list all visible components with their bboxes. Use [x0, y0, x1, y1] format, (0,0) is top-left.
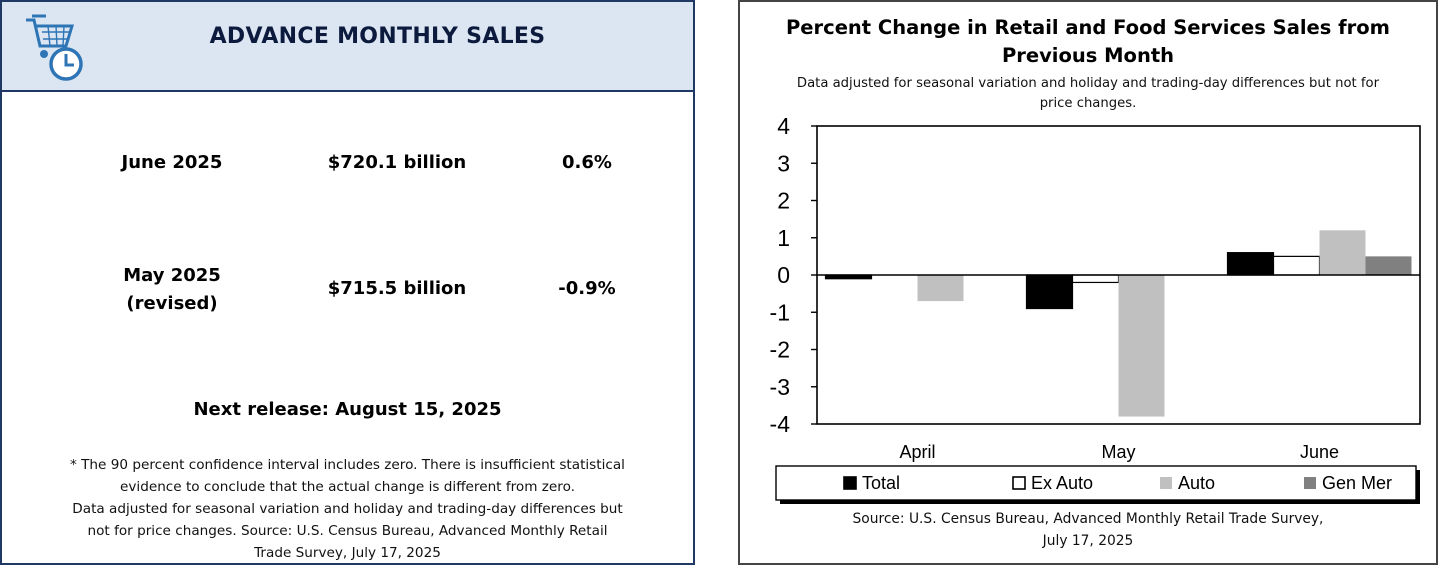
y-tick-label: 1 — [777, 225, 790, 251]
y-tick-label: -4 — [770, 411, 791, 437]
bar-auto-june — [1319, 230, 1366, 275]
bar-ex-auto-may — [1071, 274, 1120, 284]
chart-source-line: Source: U.S. Census Bureau, Advanced Mon… — [852, 511, 1324, 527]
y-tick-label: -3 — [770, 374, 790, 400]
footnote-line: Trade Survey, July 17, 2025 — [254, 545, 441, 561]
bar-chart: 4 3 2 1 0 -1 -2 -3 -4 April May June Total Ex Auto Aut… — [770, 113, 1421, 504]
summary-title: ADVANCE MONTHLY SALES — [209, 24, 546, 49]
period-label: June 2025 — [121, 152, 223, 173]
percent-change-value: -0.9% — [558, 278, 616, 299]
legend-label: Total — [862, 473, 900, 493]
bar-gen-mer-june — [1365, 256, 1412, 275]
legend-swatch — [1160, 477, 1172, 489]
legend-label: Auto — [1178, 473, 1215, 493]
footnote-line: not for price changes. Source: U.S. Cens… — [87, 523, 608, 539]
chart-title-line: Percent Change in Retail and Food Servic… — [786, 16, 1390, 39]
bar-total-june — [1226, 252, 1275, 276]
footnote-line: evidence to conclude that the actual cha… — [120, 479, 575, 495]
legend-swatch — [1304, 477, 1316, 489]
chart-title-line: Previous Month — [1001, 44, 1175, 67]
footnote: * The 90 percent confidence interval inc… — [24, 454, 671, 564]
bar-total-may — [1025, 274, 1074, 310]
sales-value: $720.1 billion — [327, 152, 467, 173]
bar-ex-auto-june — [1272, 255, 1321, 276]
footnote-line: Data adjusted for seasonal variation and… — [72, 501, 623, 517]
legend-label: Ex Auto — [1031, 473, 1093, 493]
legend-label: Gen Mer — [1322, 473, 1392, 493]
period-note: (revised) — [126, 293, 218, 314]
period-label-block: May 2025 (revised) — [62, 262, 282, 318]
chart-subtitle-line: price changes. — [1039, 96, 1137, 111]
next-release-date: Next release: August 15, 2025 — [193, 399, 502, 420]
legend-swatch — [843, 476, 857, 490]
y-tick-label: 4 — [777, 113, 790, 139]
chart-panel: Percent Change in Retail and Food Servic… — [738, 0, 1438, 565]
bar-auto-april — [917, 275, 964, 302]
chart-title: Percent Change in Retail and Food Servic… — [760, 14, 1416, 70]
chart-subtitle: Data adjusted for seasonal variation and… — [750, 74, 1426, 114]
summary-header: ADVANCE MONTHLY SALES — [2, 2, 693, 92]
x-tick-label: June — [1300, 442, 1339, 462]
sales-value: $715.5 billion — [327, 278, 467, 299]
y-tick-label: -2 — [770, 337, 790, 363]
footnote-line: * The 90 percent confidence interval inc… — [70, 457, 625, 473]
shopping-cart-clock-icon — [26, 14, 83, 81]
y-tick-label: 0 — [777, 262, 790, 288]
y-tick-label: -1 — [770, 299, 790, 325]
x-tick-label: May — [1101, 442, 1135, 462]
y-tick-label: 3 — [777, 150, 790, 176]
y-tick-label: 2 — [777, 188, 790, 214]
x-tick-label: April — [899, 442, 935, 462]
chart-source: Source: U.S. Census Bureau, Advanced Mon… — [760, 508, 1416, 552]
legend-swatch — [1012, 476, 1026, 490]
chart-source-line: July 17, 2025 — [1042, 533, 1134, 549]
chart-subtitle-line: Data adjusted for seasonal variation and… — [796, 76, 1380, 91]
percent-change-value: 0.6% — [562, 152, 612, 173]
bar-auto-may — [1118, 275, 1165, 417]
summary-panel: ADVANCE MONTHLY SALES June 2025 $720.1 b… — [0, 0, 695, 565]
period-label: May 2025 — [123, 265, 221, 286]
